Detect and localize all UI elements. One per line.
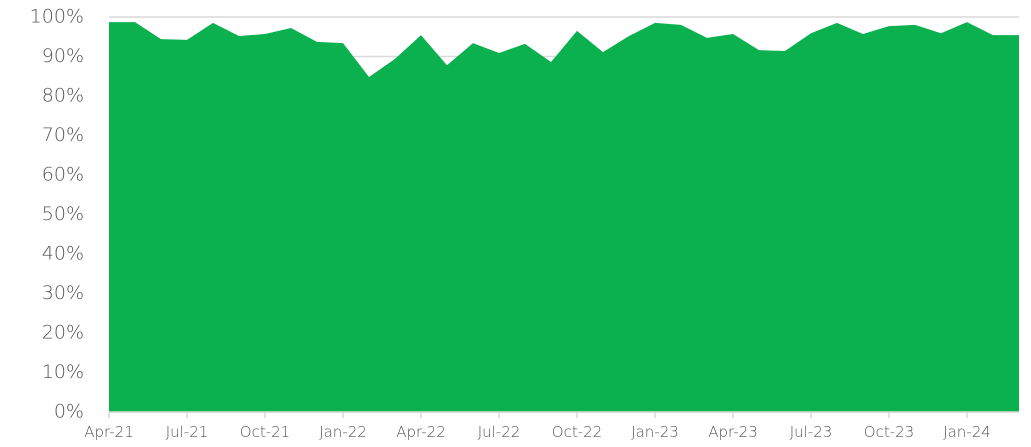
y-tick-label: 70% xyxy=(42,124,84,146)
x-tick-label: Apr-23 xyxy=(708,423,758,441)
x-tick-label: Jul-23 xyxy=(790,423,833,441)
x-tick-label: Jan-24 xyxy=(943,423,991,441)
x-tick-label: Jan-22 xyxy=(319,423,367,441)
y-tick-label: 30% xyxy=(42,282,84,304)
y-tick-label: 40% xyxy=(42,243,84,265)
x-tick-label: Jul-21 xyxy=(166,423,209,441)
y-tick-label: 50% xyxy=(42,203,84,225)
x-tick-label: Jul-22 xyxy=(478,423,521,441)
y-tick-label: 0% xyxy=(54,401,84,423)
y-tick-label: 20% xyxy=(42,322,84,344)
y-tick-label: 10% xyxy=(42,361,84,383)
x-tick-label: Oct-21 xyxy=(240,423,290,441)
x-tick-label: Oct-23 xyxy=(864,423,914,441)
y-tick-label: 90% xyxy=(42,45,84,67)
x-tick-label: Apr-22 xyxy=(396,423,446,441)
x-tick-label: Apr-21 xyxy=(84,423,134,441)
area xyxy=(109,22,1019,412)
x-tick-label: Jan-23 xyxy=(631,423,679,441)
y-tick-label: 60% xyxy=(42,164,84,186)
x-tick-label: Oct-22 xyxy=(552,423,602,441)
y-tick-label: 80% xyxy=(42,85,84,107)
y-tick-label: 100% xyxy=(30,6,84,28)
